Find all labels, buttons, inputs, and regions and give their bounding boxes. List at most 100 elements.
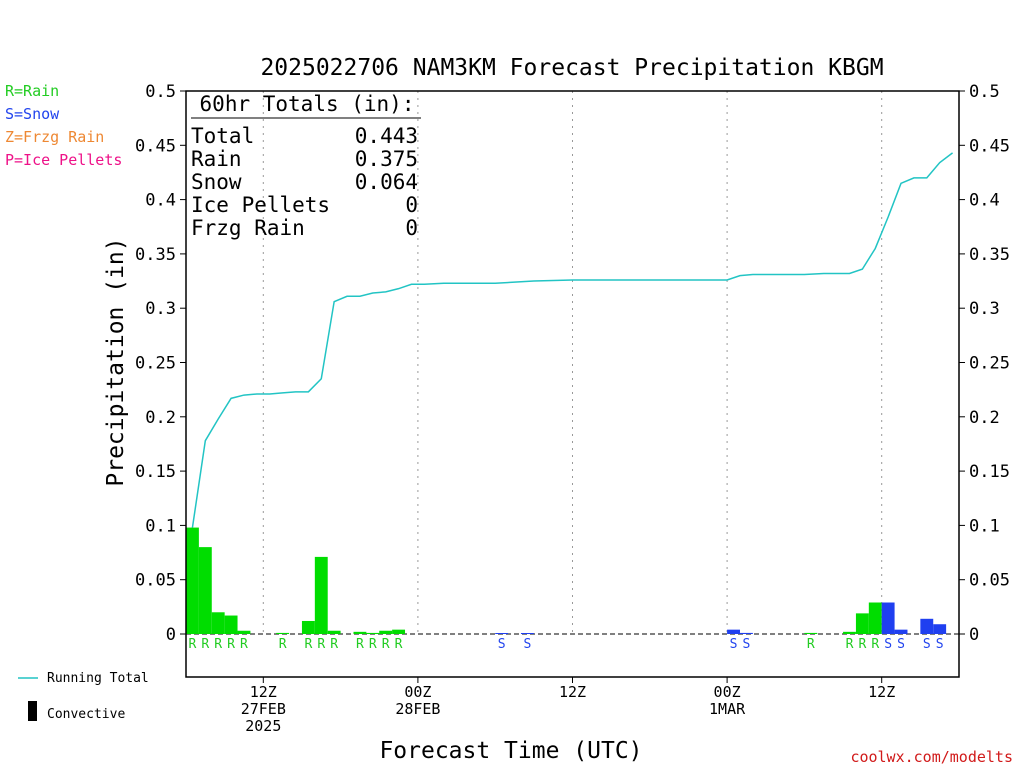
y-tick-label-right: 0.2 [969,408,1000,428]
rain-bar [855,613,869,634]
y-tick-label-left: 0.2 [145,408,176,428]
totals-heading: 60hr Totals (in): [200,92,415,116]
totals-row-label: Ice Pellets [191,193,330,217]
y-tick-label-right: 0.25 [969,354,1010,374]
precip-type-letter: R [214,637,222,652]
precip-type-letter: R [240,637,248,652]
totals-row-value: 0.064 [355,170,418,194]
rain-bar [301,620,315,634]
rain-bar [379,630,393,634]
precip-type-letter: S [730,637,738,652]
precip-type-letter: S [743,637,751,652]
y-tick-label-left: 0.15 [135,462,176,482]
y-tick-label-left: 0.25 [135,354,176,374]
convective-legend-swatch [28,701,37,721]
snow-bar [739,632,753,634]
x-axis-label: Forecast Time (UTC) [379,738,642,764]
precip-type-letter: S [897,637,905,652]
x-tick-label: 12Z [250,683,277,701]
x-tick-label: 1MAR [709,700,746,718]
snow-bar [933,624,947,634]
rain-bar [366,632,380,634]
snow-bar [520,633,534,634]
x-tick-label: 2025 [245,717,281,735]
precip-type-letter: R [279,637,287,652]
y-tick-label-left: 0.3 [145,299,176,319]
gridlines [186,91,959,635]
precip-type-letter: R [807,637,815,652]
chart-title: 2025022706 NAM3KM Forecast Precipitation… [260,55,883,81]
y-tick-label-right: 0.15 [969,462,1010,482]
totals-row-value: 0 [405,193,418,217]
y-tick-label-right: 0.5 [969,82,1000,102]
y-tick-label-right: 0.35 [969,245,1010,265]
precip-type-letter: R [304,637,312,652]
precip-type-letter: R [317,637,325,652]
precip-type-letter: S [884,637,892,652]
totals-row-label: Frzg Rain [191,216,305,240]
y-tick-label-left: 0.35 [135,245,176,265]
snow-bar [881,602,895,634]
snow-bar [920,618,934,634]
snow-bar [727,629,740,634]
x-tick-label: 00Z [714,683,741,701]
totals-row-label: Rain [191,147,242,171]
y-tick-label-left: 0.4 [145,191,176,211]
y-tick-label-left: 0.1 [145,516,176,536]
precip-type-letter: R [330,637,338,652]
type-legend-entry: Z=Frzg Rain [5,128,104,146]
y-tick-label-left: 0.5 [145,82,176,102]
series-legend-label: Convective [47,707,125,722]
x-tick-label: 27FEB [241,700,286,718]
rain-bar [186,527,199,634]
totals-row-label: Total [191,124,254,148]
snow-bar [495,633,509,634]
precip-type-letter: R [189,637,197,652]
precip-type-letter: R [356,637,364,652]
y-axis-left: 0 0.05 0.1 0.15 0.2 0.25 0.3 0.35 0.4 0.45 0.5 [135,82,186,645]
rain-bar [327,630,341,634]
running-total-series [191,152,954,528]
rain-bar [276,632,290,634]
rain-bar [314,556,328,634]
type-legend-entry: R=Rain [5,82,59,100]
totals-row-value: 0.443 [355,124,418,148]
totals-row-value: 0.375 [355,147,418,171]
y-tick-label-right: 0.3 [969,299,1000,319]
totals-row-label: Snow [191,170,242,194]
x-tick-label: 28FEB [395,700,440,718]
precip-type-letter: R [369,637,377,652]
rain-bar [843,631,856,634]
y-tick-label-right: 0.05 [969,571,1010,591]
rain-bar [353,631,367,634]
y-tick-label-right: 0 [969,625,979,645]
x-tick-label: 12Z [559,683,586,701]
y-tick-label-right: 0.4 [969,191,1000,211]
rain-bar [198,547,212,634]
precip-bars [186,527,947,634]
y-tick-label-left: 0 [166,625,176,645]
type-legend-entry: S=Snow [5,105,60,123]
rain-bar [804,632,818,634]
watermark: coolwx.com/modelts [850,748,1013,766]
precip-type-letter: S [523,637,531,652]
precip-type-legend: R=Rain S=Snow Z=Frzg Rain P=Ice Pellets [5,82,122,169]
precip-type-letter: R [201,637,209,652]
snow-bar [894,629,908,634]
series-legend: Running Total Convective [18,671,149,722]
precip-type-letter: S [498,637,506,652]
type-legend-entry: P=Ice Pellets [5,151,122,169]
x-tick-label: 12Z [868,683,895,701]
rain-bar [224,615,238,634]
precip-type-letter: R [227,637,235,652]
rain-bar [237,630,251,634]
totals-row-value: 0 [405,216,418,240]
precip-type-letter: R [846,637,854,652]
y-axis-right: 0 0.05 0.1 0.15 0.2 0.25 0.3 0.35 0.4 0.45 0.5 [959,82,1010,645]
rain-bar [211,612,225,634]
series-legend-label: Running Total [47,671,149,686]
rain-bar [868,602,882,634]
